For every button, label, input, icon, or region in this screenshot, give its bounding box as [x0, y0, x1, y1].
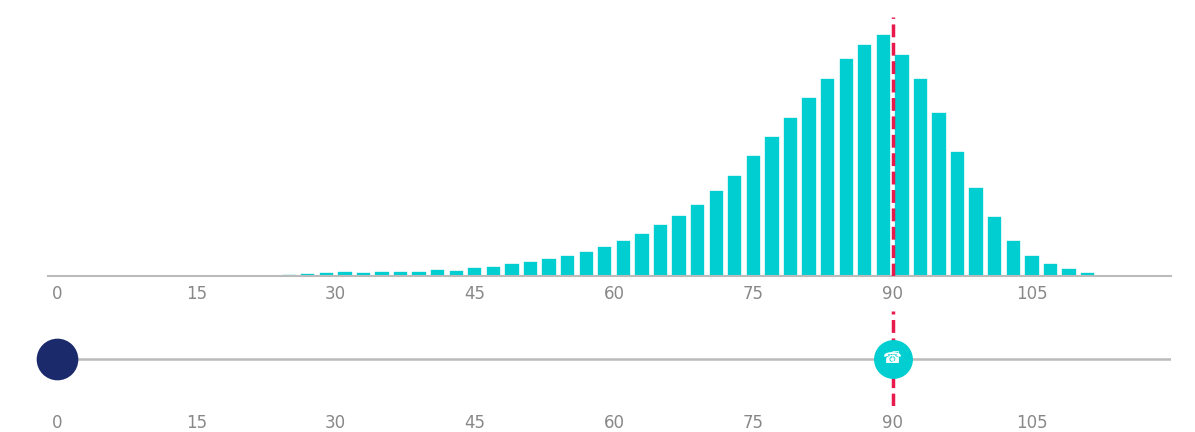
- Bar: [913, 78, 929, 276]
- Bar: [448, 270, 464, 276]
- Bar: [652, 224, 668, 276]
- Text: 📞: 📞: [891, 349, 899, 363]
- Bar: [635, 233, 650, 276]
- Text: ☎: ☎: [883, 351, 902, 366]
- Bar: [282, 273, 296, 276]
- Bar: [1043, 263, 1058, 276]
- Bar: [672, 215, 687, 276]
- Bar: [374, 271, 390, 276]
- Bar: [1024, 255, 1040, 276]
- Bar: [931, 112, 946, 276]
- Bar: [857, 44, 872, 276]
- Bar: [337, 271, 353, 276]
- Bar: [430, 269, 446, 276]
- Bar: [319, 272, 333, 276]
- Bar: [950, 150, 966, 276]
- Bar: [783, 117, 798, 276]
- Bar: [746, 156, 761, 276]
- Bar: [485, 266, 501, 276]
- Bar: [876, 34, 891, 276]
- Bar: [411, 271, 427, 276]
- Bar: [393, 271, 409, 276]
- Bar: [839, 58, 854, 276]
- Bar: [300, 273, 315, 276]
- Bar: [987, 216, 1003, 276]
- Bar: [523, 261, 538, 276]
- Bar: [690, 204, 705, 276]
- Bar: [894, 54, 909, 276]
- Bar: [968, 187, 983, 276]
- Bar: [802, 97, 816, 276]
- Bar: [1061, 268, 1077, 276]
- Bar: [356, 272, 372, 276]
- Bar: [1006, 240, 1021, 276]
- Bar: [244, 275, 259, 276]
- Bar: [765, 136, 779, 276]
- Bar: [560, 255, 575, 276]
- Bar: [598, 246, 613, 276]
- Bar: [1080, 272, 1095, 276]
- Bar: [578, 251, 594, 276]
- Bar: [263, 275, 278, 276]
- Bar: [727, 175, 742, 276]
- Bar: [709, 191, 724, 276]
- Bar: [541, 258, 557, 276]
- Bar: [615, 240, 631, 276]
- Bar: [504, 263, 520, 276]
- Bar: [467, 267, 483, 276]
- Bar: [820, 78, 835, 276]
